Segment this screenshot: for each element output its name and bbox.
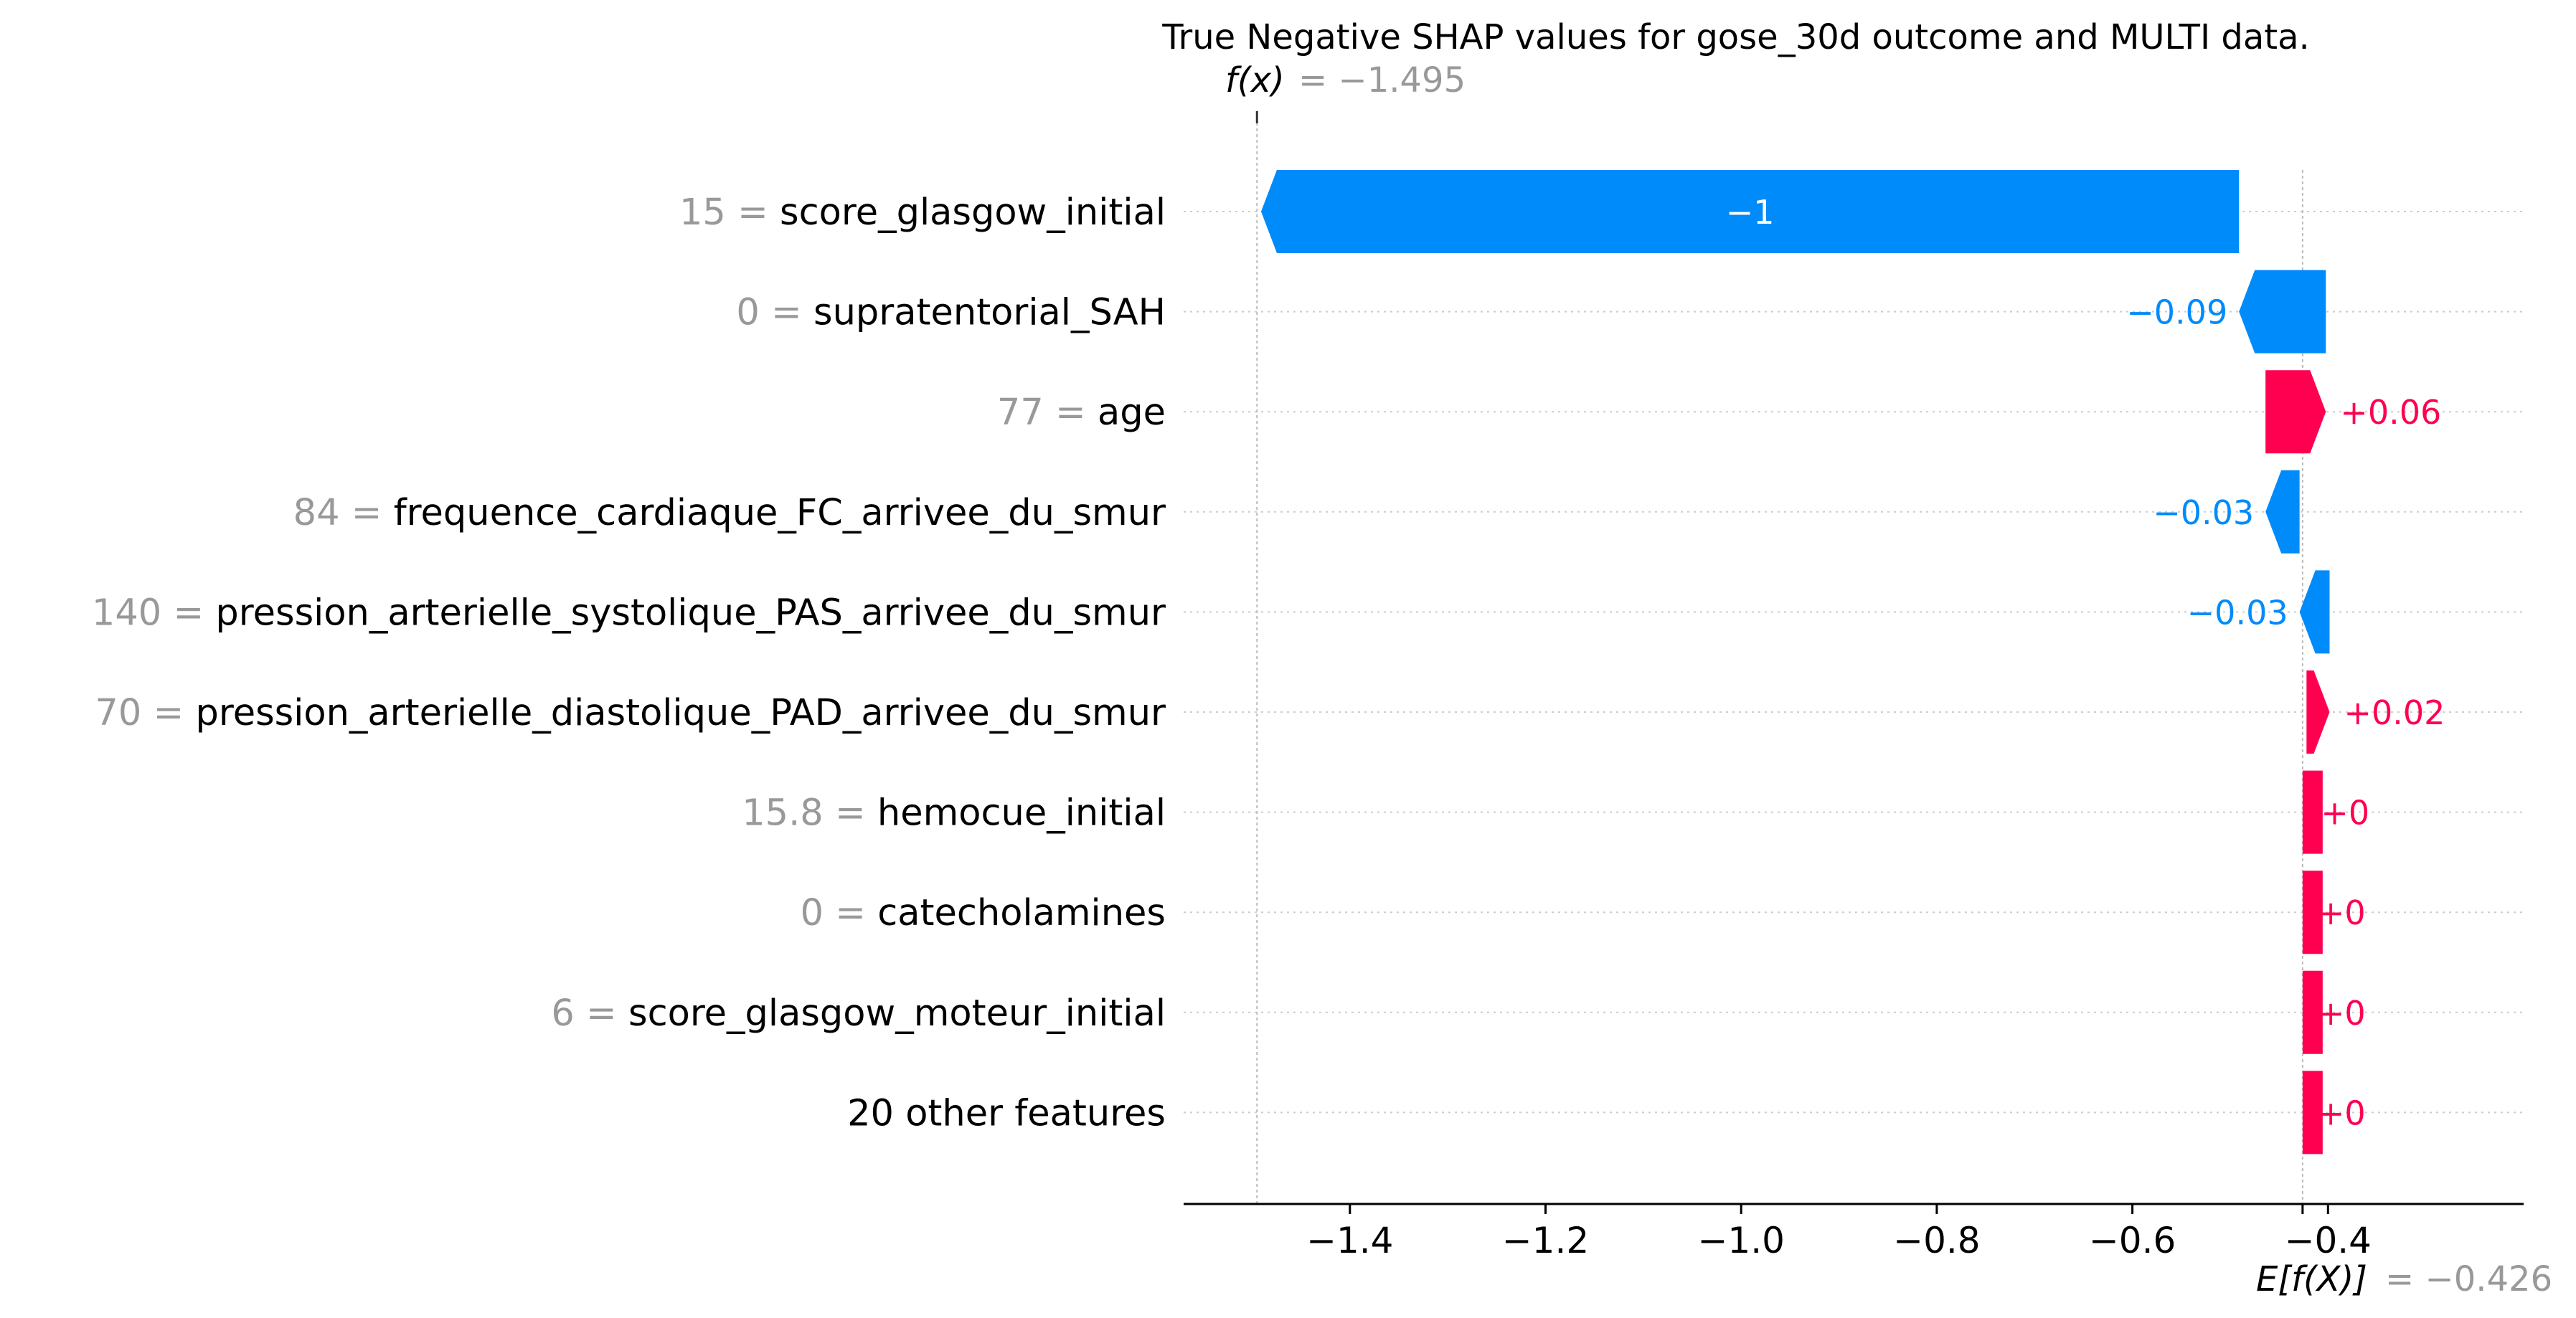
feature-value: 84 = <box>293 492 394 534</box>
feature-value: 15 = <box>679 191 780 234</box>
feature-name: catecholamines <box>877 892 1166 934</box>
shap-bar <box>2299 570 2330 654</box>
feature-name: supratentorial_SAH <box>813 292 1166 334</box>
shap-bar <box>2302 770 2323 854</box>
reference-lines <box>1255 111 2303 1204</box>
feature-value: 70 = <box>95 692 195 734</box>
x-tick-label: −0.8 <box>1893 1220 1980 1261</box>
feature-value: 0 = <box>801 892 878 934</box>
feature-name: score_glasgow_moteur_initial <box>628 992 1166 1035</box>
x-tick-label: −0.6 <box>2089 1220 2176 1261</box>
feature-label: 0 = catecholamines <box>801 892 1166 934</box>
feature-label: 6 = score_glasgow_moteur_initial <box>551 992 1166 1035</box>
fx-value: = −1.495 <box>1298 60 1466 100</box>
feature-value: 0 = <box>736 292 813 334</box>
x-tick-label: −1.0 <box>1697 1220 1784 1261</box>
shap-bar <box>2265 470 2300 554</box>
feature-value: 77 = <box>997 392 1098 434</box>
feature-label: 84 = frequence_cardiaque_FC_arrivee_du_s… <box>293 492 1166 534</box>
shap-bar <box>2302 1071 2323 1155</box>
feature-label: 0 = supratentorial_SAH <box>736 292 1166 334</box>
feature-name: 20 other features <box>847 1092 1166 1134</box>
x-tick-label: −1.2 <box>1502 1220 1589 1261</box>
bar-value-label: −0.03 <box>2153 493 2254 532</box>
feature-labels: 15 = score_glasgow_initial 0 = supratento… <box>92 191 1166 1134</box>
shap-bar <box>2265 370 2326 454</box>
feature-label: 140 = pression_arterielle_systolique_PAS… <box>92 592 1166 634</box>
feature-label: 20 other features <box>847 1092 1166 1134</box>
bar-value-label: +0.02 <box>2344 693 2445 732</box>
feature-label: 15.8 = hemocue_initial <box>742 792 1166 835</box>
bar-value-label: −0.09 <box>2126 293 2227 332</box>
efx-annotation: E[f(X)] = −0.426 <box>2256 1259 2552 1299</box>
chart-title: True Negative SHAP values for gose_30d o… <box>1161 17 2310 57</box>
feature-name: pression_arterielle_systolique_PAS_arriv… <box>215 592 1166 634</box>
feature-value: 140 = <box>92 592 216 634</box>
bar-value-label: −0.03 <box>2187 593 2288 632</box>
shap-bars: −1 −0.09 +0.06 −0.03 −0.03 +0.02 +0 +0 +0 +0 <box>1260 170 2445 1155</box>
shap-bar <box>2302 970 2323 1054</box>
x-tick-label: −0.4 <box>2285 1220 2372 1261</box>
bar-value-label: −1 <box>1726 193 1775 232</box>
bar-value-label: +0 <box>2317 994 2366 1033</box>
fx-annotation: f(x) = −1.495 <box>1225 60 1466 100</box>
shap-bar <box>2302 871 2323 954</box>
x-axis: −1.4 −1.2 −1.0 −0.8 −0.6 −0.4 <box>1184 1203 2524 1261</box>
efx-label: E[f(X)] <box>2256 1259 2367 1299</box>
feature-label: 15 = score_glasgow_initial <box>679 191 1166 234</box>
bar-value-label: +0 <box>2321 794 2369 833</box>
feature-name: hemocue_initial <box>877 792 1166 835</box>
shap-bar <box>2239 270 2326 354</box>
bar-value-label: +0 <box>2317 1094 2366 1132</box>
feature-label: 77 = age <box>997 392 1166 434</box>
bar-value-label: +0.06 <box>2340 393 2441 432</box>
shap-bar <box>2306 670 2330 754</box>
feature-name: pression_arterielle_diastolique_PAD_arri… <box>195 692 1166 734</box>
feature-name: score_glasgow_initial <box>780 191 1166 234</box>
bar-value-label: +0 <box>2317 893 2366 932</box>
efx-value: = −0.426 <box>2385 1259 2552 1299</box>
feature-name: frequence_cardiaque_FC_arrivee_du_smur <box>394 492 1166 534</box>
feature-name: age <box>1098 392 1166 434</box>
feature-value: 15.8 = <box>742 792 877 835</box>
x-tick-label: −1.4 <box>1306 1220 1393 1261</box>
shap-bar <box>1260 170 2240 253</box>
fx-label: f(x) <box>1225 60 1285 100</box>
feature-label: 70 = pression_arterielle_diastolique_PAD… <box>95 692 1166 734</box>
feature-value: 6 = <box>551 992 628 1035</box>
